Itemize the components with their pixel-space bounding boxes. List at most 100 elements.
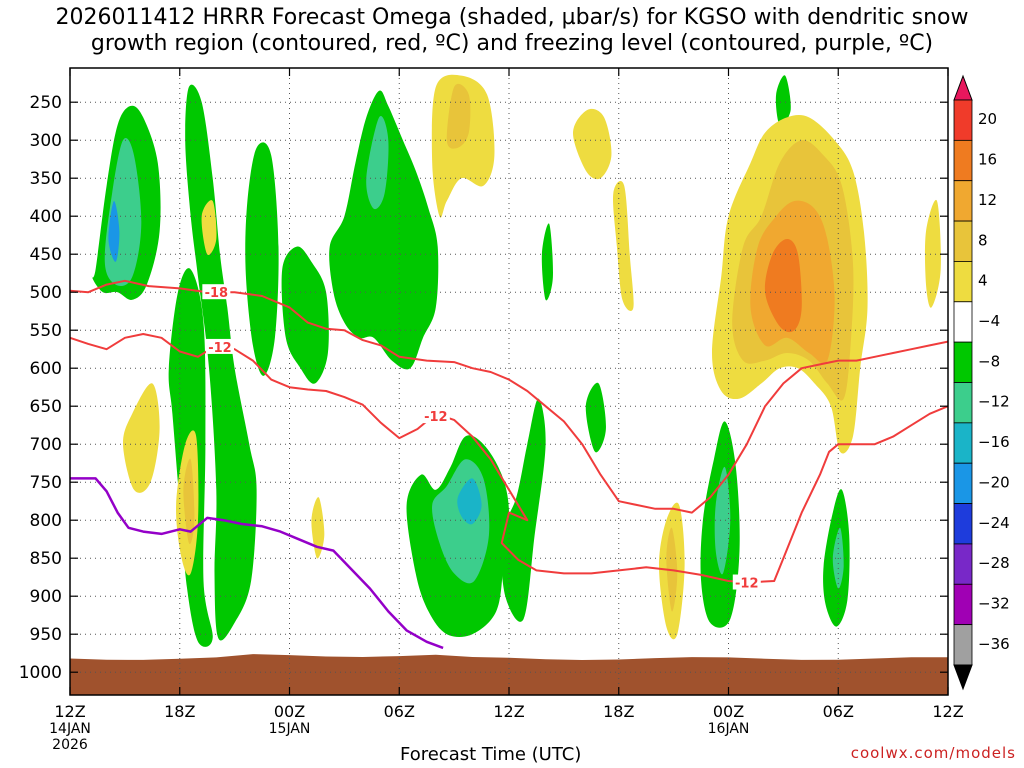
x-tick-label-6: 18Z (164, 702, 195, 721)
dgz-contours: -18 -12 -12 -12 (70, 279, 948, 592)
colorbar-box-10 (953, 503, 973, 545)
y-tick-label-700: 700 (30, 435, 62, 455)
omega-region-17 (775, 75, 791, 126)
x-tick-sublabel-12-0: 15JAN (269, 721, 311, 737)
omega-region-33 (924, 199, 941, 308)
colorbar-label-11: −28 (978, 554, 1010, 572)
omega-region-22 (572, 108, 612, 180)
omega-region-18 (541, 223, 553, 301)
dgz-label-1-2: -12 (735, 577, 759, 592)
dgz-label-bg-0-0 (202, 284, 231, 300)
omega-region-21 (446, 83, 471, 149)
dgz-label-bg-1-2 (732, 574, 761, 590)
omega-region-23 (613, 181, 634, 312)
y-tick-label-300: 300 (30, 131, 62, 151)
dgz-label-1-0: -12 (208, 341, 232, 356)
x-tick-label-30: 18Z (603, 702, 634, 721)
omega-region-12 (500, 398, 546, 622)
ground-layer (70, 654, 948, 695)
colorbar-label-12: −32 (978, 594, 1010, 612)
x-tick-label-18: 06Z (384, 702, 415, 721)
omega-region-32 (764, 239, 802, 333)
x-tick-label-42: 06Z (823, 702, 854, 721)
y-tick-label-550: 550 (30, 321, 62, 341)
colorbar-box-13 (953, 624, 973, 666)
credit-link[interactable]: coolwx.com/models (850, 744, 1016, 762)
omega-region-14 (714, 466, 731, 575)
colorbar-box-4 (953, 261, 973, 303)
colorbar-label-13: −36 (978, 635, 1010, 653)
colorbar: 20 16 12 8 4 −4 −8 −12 −16 −20 −24 −28 −32 −36 (953, 74, 1010, 691)
colorbar-label-8: −16 (978, 433, 1010, 451)
colorbar-label-9: −20 (978, 473, 1010, 491)
omega-region-8 (366, 116, 389, 210)
y-tick-label-900: 900 (30, 587, 62, 607)
colorbar-box-5 (953, 301, 973, 343)
y-tick-label-650: 650 (30, 397, 62, 417)
dgz-label-bg-1-1 (421, 408, 450, 424)
colorbar-label-0: 20 (978, 110, 997, 128)
freezing-level-contours (70, 477, 444, 650)
colorbar-box-12 (953, 583, 973, 626)
omega-shading (70, 68, 948, 695)
chart-title-line-2: growth region (contoured, red, ºC) and f… (90, 31, 934, 56)
dgz-label-0-0: -18 (205, 286, 229, 301)
freezing-level-line (70, 477, 444, 650)
omega-region-5 (245, 142, 279, 376)
y-tick-label-250: 250 (30, 93, 62, 113)
colorbar-box-0 (953, 99, 973, 141)
ground-surface (70, 654, 948, 695)
omega-region-7 (329, 90, 439, 370)
colorbar-top-triangle (953, 74, 973, 101)
colorbar-label-7: −12 (978, 393, 1010, 411)
x-tick-sublabel-36-0: 16JAN (708, 721, 750, 737)
y-tick-label-400: 400 (30, 207, 62, 227)
omega-region-20 (431, 74, 495, 218)
dgz-label-bg-1-0 (205, 338, 234, 354)
dgz-contour-m18 (70, 279, 948, 514)
x-tick-sublabel-0-1: 2026 (52, 737, 88, 753)
omega-region-11 (457, 478, 482, 525)
colorbar-label-5: −4 (978, 312, 1000, 330)
omega-region-34 (201, 200, 217, 256)
y-tick-label-600: 600 (30, 359, 62, 379)
omega-region-24 (122, 383, 160, 493)
colorbar-box-9 (953, 462, 973, 504)
y-tick-label-800: 800 (30, 511, 62, 531)
colorbar-box-3 (953, 220, 973, 262)
colorbar-box-11 (953, 543, 973, 585)
x-tick-sublabel-0-0: 14JAN (49, 721, 91, 737)
colorbar-box-1 (953, 139, 973, 182)
omega-region-2 (108, 200, 120, 262)
y-tick-label-350: 350 (30, 169, 62, 189)
y-tick-label-850: 850 (30, 549, 62, 569)
colorbar-label-3: 8 (978, 231, 988, 249)
plot-axes: 250 300 350 400 450 500 550 600 650 700 750 800 850 9… (19, 67, 964, 753)
omega-region-26 (183, 458, 195, 545)
x-axis-label: Forecast Time (UTC) (400, 744, 582, 765)
y-tick-label-1000: 1000 (19, 663, 62, 683)
colorbar-box-2 (953, 180, 973, 222)
x-tick-label-12: 00Z (274, 702, 305, 721)
colorbar-box-6 (953, 341, 973, 383)
colorbar-box-8 (953, 422, 973, 464)
colorbar-label-4: 4 (978, 272, 988, 290)
colorbar-label-2: 12 (978, 191, 997, 209)
dgz-label-1-1: -12 (424, 410, 448, 425)
chart-title-line-1: 2026011412 HRRR Forecast Omega (shaded, … (55, 5, 969, 30)
x-tick-label-36: 00Z (713, 702, 744, 721)
omega-region-19 (585, 382, 606, 453)
y-tick-label-750: 750 (30, 473, 62, 493)
colorbar-label-10: −24 (978, 514, 1010, 532)
x-tick-label-0: 12Z (54, 702, 85, 721)
omega-region-35 (311, 497, 325, 559)
y-tick-label-500: 500 (30, 283, 62, 303)
colorbar-label-1: 16 (978, 151, 997, 169)
y-tick-label-450: 450 (30, 245, 62, 265)
colorbar-label-6: −8 (978, 352, 1000, 370)
omega-region-6 (281, 246, 329, 384)
x-tick-label-24: 12Z (493, 702, 524, 721)
y-tick-label-950: 950 (30, 625, 62, 645)
colorbar-bottom-triangle (953, 664, 973, 691)
